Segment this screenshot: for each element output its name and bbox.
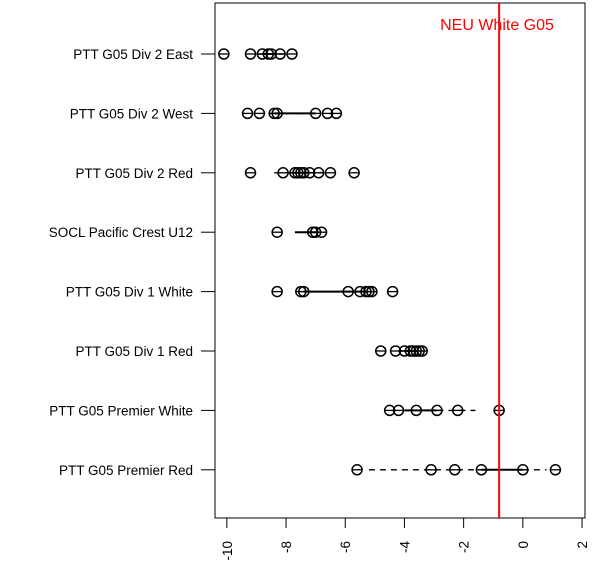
data-point <box>425 464 437 476</box>
data-point <box>315 226 328 238</box>
category-labels: PTT G05 Div 2 East PTT G05 Div 2 West PTT … <box>49 47 194 478</box>
x-tick-label: 2 <box>575 541 590 549</box>
data-point <box>286 48 298 60</box>
category-label: PTT G05 Div 2 East <box>73 47 193 62</box>
category-label: PTT G05 Premier White <box>49 403 193 418</box>
data-point <box>386 285 399 298</box>
plot-box <box>214 2 586 519</box>
data-point <box>309 107 322 120</box>
data-point <box>253 107 266 120</box>
data-point <box>324 167 337 179</box>
data-point <box>351 464 363 476</box>
data-point <box>244 48 257 60</box>
category-label: PTT G05 Premier Red <box>59 463 193 478</box>
data-point <box>330 107 343 120</box>
data-point <box>298 285 310 298</box>
x-tick-label: -8 <box>279 541 294 553</box>
data-point <box>274 48 286 60</box>
data-point <box>410 404 423 417</box>
data-point <box>475 464 488 476</box>
category-label: PTT G05 Div 2 West <box>70 106 194 121</box>
reference-line-label: NEU White G05 <box>440 17 554 34</box>
x-tick-label: -4 <box>397 541 412 553</box>
x-axis: -10 -8 -6 -4 -2 0 2 <box>220 518 590 561</box>
data-point <box>271 107 283 120</box>
data-point <box>342 285 354 298</box>
data-point <box>312 167 325 179</box>
data-point <box>392 404 405 417</box>
data-point <box>431 404 443 417</box>
data-point <box>366 285 378 298</box>
category-label: PTT G05 Div 1 Red <box>75 344 193 359</box>
x-tick-label: -6 <box>338 541 353 553</box>
data-point <box>549 464 562 476</box>
data-point <box>348 167 360 179</box>
data-point <box>241 107 254 120</box>
data-point <box>416 345 428 357</box>
category-label: PTT G05 Div 1 White <box>66 285 193 300</box>
data-point <box>451 404 464 417</box>
data-point <box>271 285 283 298</box>
data-point <box>449 464 461 476</box>
category-label: SOCL Pacific Crest U12 <box>49 225 193 240</box>
x-tick-label: -2 <box>457 541 472 553</box>
data-point <box>277 167 289 179</box>
data-point <box>244 167 257 179</box>
y-ticks <box>201 53 215 471</box>
x-tick-label: 0 <box>516 541 531 549</box>
data-point <box>375 345 387 357</box>
data-series <box>218 48 562 476</box>
category-label: PTT G05 Div 2 Red <box>75 166 193 181</box>
x-tick-label: -10 <box>220 541 235 561</box>
data-point <box>271 226 283 238</box>
data-point <box>218 48 230 60</box>
data-point <box>517 464 529 476</box>
